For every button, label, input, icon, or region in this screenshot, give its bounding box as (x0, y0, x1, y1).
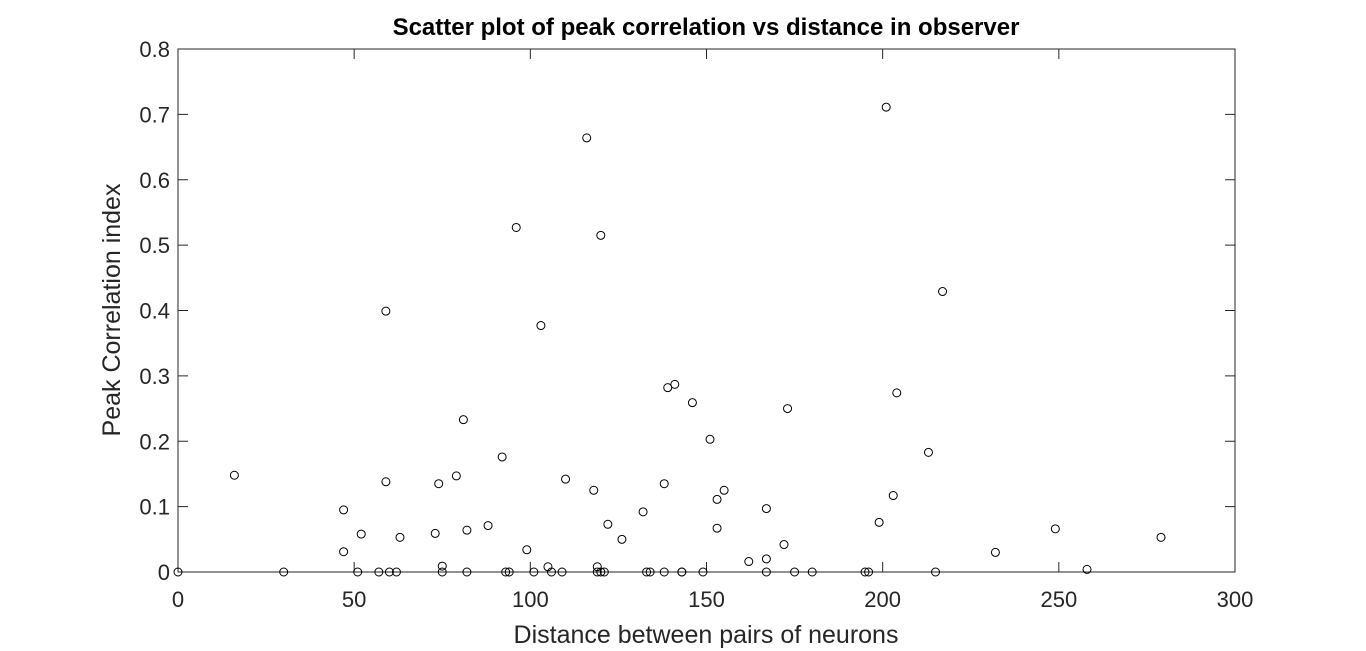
scatter-point (705, 434, 715, 444)
x-tick-label: 150 (688, 587, 725, 612)
scatter-point (1082, 564, 1092, 574)
x-tick-label: 0 (172, 587, 184, 612)
scatter-point (353, 567, 363, 577)
scatter-point (451, 471, 461, 481)
y-tick-label: 0.1 (139, 495, 170, 520)
scatter-point (522, 545, 532, 555)
y-tick-label: 0.2 (139, 429, 170, 454)
plot-area (177, 48, 1236, 573)
scatter-point (483, 521, 493, 531)
scatter-point (339, 505, 349, 515)
scatter-point (374, 567, 384, 577)
scatter-point (589, 485, 599, 495)
scatter-point (712, 523, 722, 533)
scatter-point (790, 567, 800, 577)
scatter-point (529, 567, 539, 577)
scatter-point (881, 102, 891, 112)
y-tick-label: 0.5 (139, 233, 170, 258)
y-tick-label: 0.4 (139, 299, 170, 324)
x-tick-label: 250 (1040, 587, 1077, 612)
scatter-point (596, 567, 606, 577)
scatter-point (864, 567, 874, 577)
scatter-point (458, 415, 468, 425)
scatter-point (779, 540, 789, 550)
scatter-point (1050, 524, 1060, 534)
scatter-point (603, 519, 613, 529)
scatter-point (1156, 532, 1166, 542)
scatter-point (670, 379, 680, 389)
scatter-point (592, 567, 602, 577)
scatter-point (659, 479, 669, 489)
y-tick-label: 0.7 (139, 102, 170, 127)
scatter-point (642, 567, 652, 577)
scatter-point (391, 567, 401, 577)
x-axis: 0 50 100 150 200 250 300 (172, 49, 1253, 612)
scatter-point (462, 525, 472, 535)
x-tick-label: 50 (342, 587, 366, 612)
x-tick-label: 300 (1217, 587, 1254, 612)
scatter-point (497, 452, 507, 462)
scatter-point (434, 479, 444, 489)
scatter-point (888, 491, 898, 501)
scatter-point (687, 398, 697, 408)
scatter-point (511, 222, 521, 232)
scatter-point (638, 507, 648, 517)
x-tick-label: 100 (512, 587, 549, 612)
x-tick-label: 200 (864, 587, 901, 612)
scatter-point (860, 567, 870, 577)
scatter-point (719, 485, 729, 495)
scatter-point (677, 567, 687, 577)
scatter-point (645, 567, 655, 577)
scatter-point (381, 306, 391, 316)
data-points (173, 102, 1166, 577)
scatter-point (761, 567, 771, 577)
y-axis: 0 0.1 0.2 0.3 0.4 0.5 0.6 0.7 0.8 (139, 37, 1235, 585)
scatter-point (931, 567, 941, 577)
scatter-point (659, 567, 669, 577)
scatter-point (761, 554, 771, 564)
scatter-point (938, 287, 948, 297)
scatter-point (430, 528, 440, 538)
scatter-point (783, 404, 793, 414)
scatter-point (582, 133, 592, 143)
scatter-point (761, 504, 771, 514)
scatter-point (744, 557, 754, 567)
scatter-point (462, 567, 472, 577)
scatter-point (437, 567, 447, 577)
scatter-point (504, 567, 514, 577)
chart-title: Scatter plot of peak correlation vs dist… (393, 14, 1020, 41)
scatter-point (279, 567, 289, 577)
scatter-point (557, 567, 567, 577)
x-axis-label: Distance between pairs of neurons (514, 621, 899, 649)
y-tick-label: 0 (158, 560, 170, 585)
scatter-point (437, 561, 447, 571)
scatter-point (229, 470, 239, 480)
scatter-point (712, 494, 722, 504)
scatter-point (923, 447, 933, 457)
y-tick-label: 0.6 (139, 168, 170, 193)
y-axis-label: Peak Correlation index (98, 183, 126, 436)
scatter-point (384, 567, 394, 577)
scatter-point (807, 567, 817, 577)
scatter-point (617, 534, 627, 544)
scatter-point (546, 567, 556, 577)
scatter-point (356, 529, 366, 539)
scatter-point (339, 547, 349, 557)
scatter-point (173, 567, 183, 577)
scatter-point (395, 532, 405, 542)
scatter-point (990, 547, 1000, 557)
scatter-point (501, 567, 511, 577)
scatter-point (874, 517, 884, 527)
scatter-point (561, 474, 571, 484)
y-tick-label: 0.8 (139, 37, 170, 62)
scatter-point (698, 567, 708, 577)
scatter-point (892, 388, 902, 398)
scatter-point (381, 477, 391, 487)
scatter-point (596, 230, 606, 240)
scatter-point (599, 567, 609, 577)
scatter-point (536, 321, 546, 331)
y-tick-label: 0.3 (139, 364, 170, 389)
